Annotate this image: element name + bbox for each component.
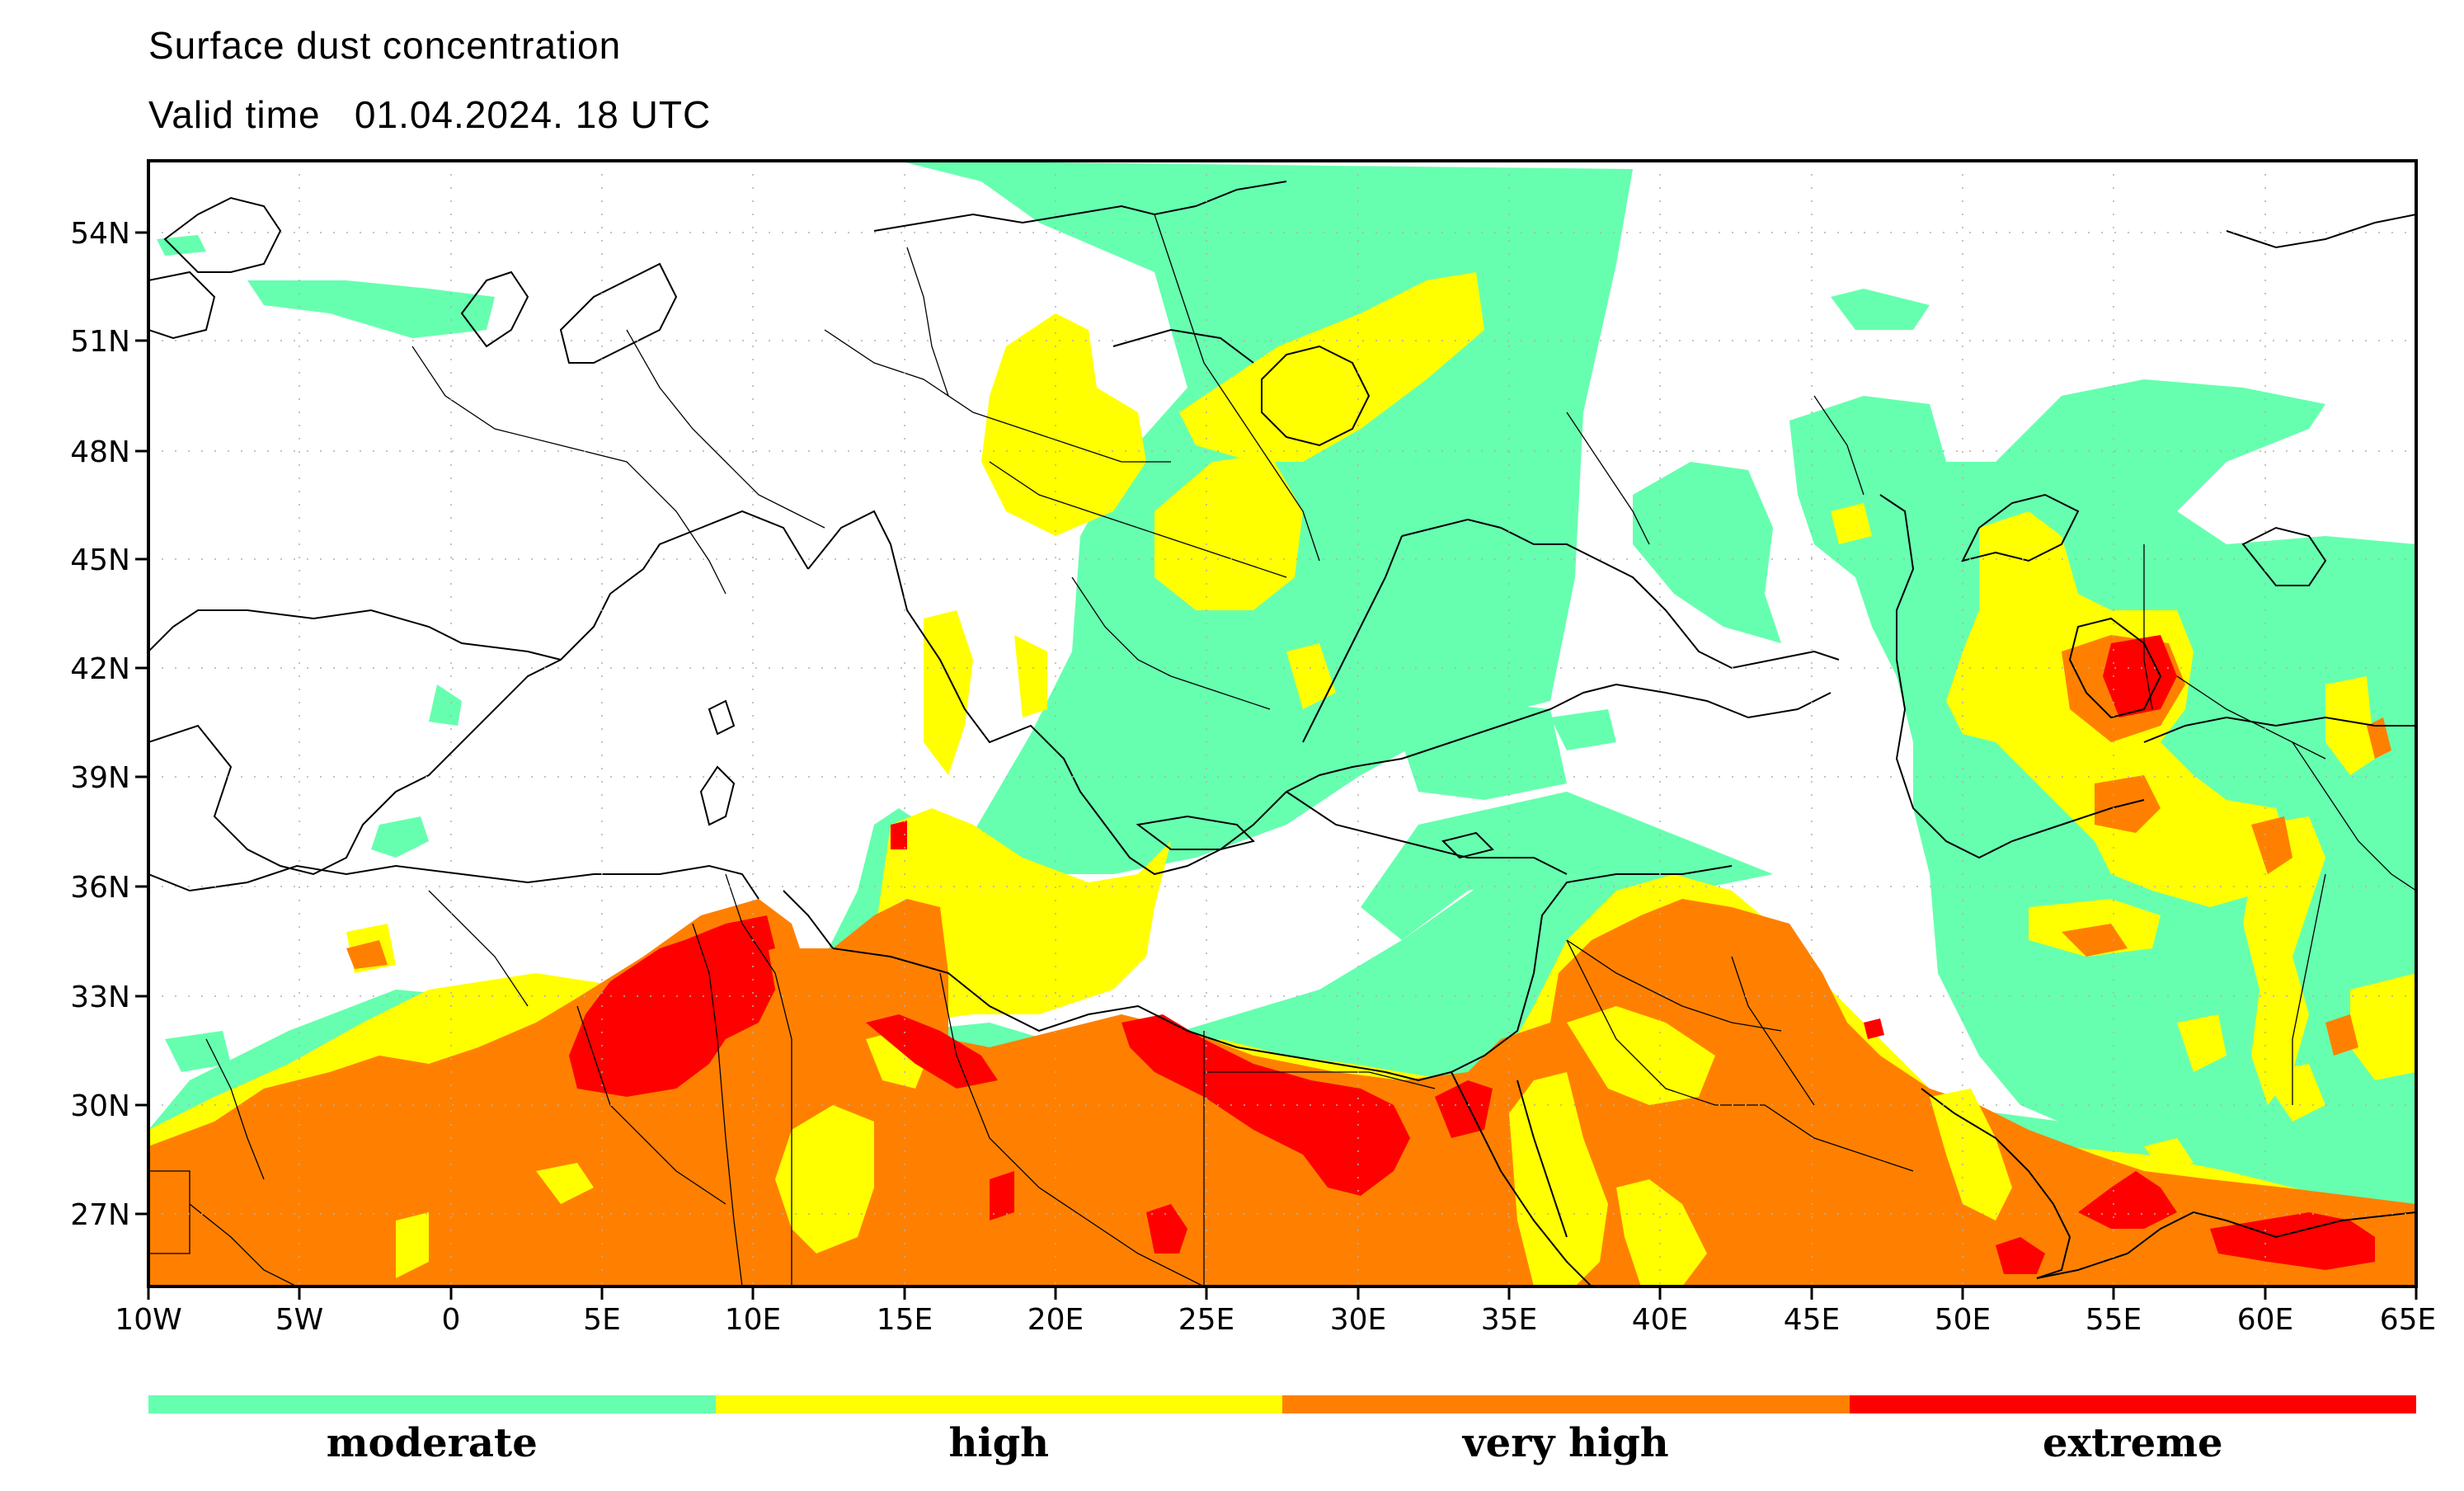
country-borders [148,214,2416,1286]
lon-tick-label: 0 [442,1303,461,1337]
lat-tick-label: 36N [70,871,130,905]
map-frame [147,159,2418,1288]
valid-time-label: Valid time [148,93,321,136]
dust-concentration-fields [148,161,2416,1286]
lon-tick-label: 10E [725,1303,782,1337]
lat-tick-label: 45N [70,543,130,577]
legend-label-moderate: moderate [326,1420,538,1466]
lon-tick-label: 5E [583,1303,621,1337]
lon-tick-label: 55E [2085,1303,2142,1337]
legend-label-extreme: extreme [2043,1420,2223,1466]
legend-label-very-high: very high [1462,1420,1669,1466]
lon-tick-label: 40E [1632,1303,1689,1337]
valid-time-value: 01.04.2024. 18 UTC [354,93,712,136]
lon-tick-labels: 10W 5W 0 5E 10E 15E 20E 25E 30E 35E 40E … [115,1303,2436,1337]
lat-tick-label: 39N [70,761,130,795]
legend-swatch-high [715,1395,1282,1413]
high-islands [396,1006,2194,1286]
lon-tick-label: 45E [1784,1303,1841,1337]
lon-tick-label: 30E [1330,1303,1387,1337]
lat-tick-labels: 54N 51N 48N 45N 42N 39N 36N 33N 30N 27N [70,217,130,1232]
lat-tick-label: 33N [70,981,130,1014]
lon-tick-label: 60E [2237,1303,2294,1337]
lat-tick-label: 27N [70,1198,130,1232]
lon-tick-label: 65E [2380,1303,2437,1337]
tick-marks [135,231,2418,1300]
lat-tick-label: 48N [70,435,130,469]
legend-swatch-extreme [1849,1395,2416,1413]
legend-swatch-moderate [148,1395,716,1413]
map-title: Surface dust concentration [148,24,622,67]
lon-tick-label: 35E [1481,1303,1538,1337]
lon-tick-label: 15E [877,1303,933,1337]
legend-swatch-very-high [1282,1395,1850,1413]
lon-tick-label: 20E [1027,1303,1084,1337]
lat-tick-label: 54N [70,217,130,251]
valid-time: Valid time 01.04.2024. 18 UTC [148,92,711,137]
lon-tick-label: 25E [1178,1303,1235,1337]
lat-tick-label: 42N [70,652,130,686]
lon-tick-label: 50E [1935,1303,1991,1337]
lon-tick-label: 10W [115,1303,181,1337]
lat-tick-label: 51N [70,325,130,359]
grid [148,161,2416,1286]
coastlines [148,181,2416,1286]
legend-label-high: high [948,1420,1050,1466]
lat-tick-label: 30N [70,1089,130,1123]
lon-tick-label: 5W [275,1303,324,1337]
